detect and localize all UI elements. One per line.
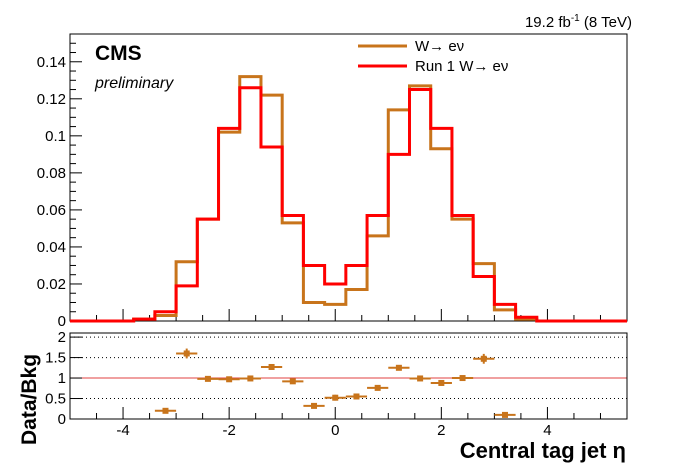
y-axis-title-ratio: Data/Bkg	[18, 354, 41, 445]
ratio-x-tick-label: 0	[331, 422, 339, 439]
ratio-point-marker	[247, 375, 254, 382]
histogram-series-w-enu	[70, 75, 627, 323]
ratio-point-marker	[183, 350, 190, 357]
legend-label-red: Run 1 W→ eν	[415, 58, 508, 75]
luminosity-value: 19.2 fb	[525, 14, 571, 31]
ratio-point-marker	[289, 378, 296, 385]
ratio-x-tick-label: 4	[543, 422, 551, 439]
ratio-point-marker	[268, 363, 275, 370]
ratio-y-axis: 0 0.5 1 1.5 2	[45, 329, 82, 428]
main-panel-frame	[69, 33, 628, 322]
experiment-label: CMS	[95, 42, 142, 65]
ratio-point-marker	[204, 375, 211, 382]
ratio-point-marker	[395, 364, 402, 371]
ratio-panel: 0 0.5 1 1.5 2 -4 -2 0 2 4 Central tag jet η Data…	[18, 329, 628, 463]
ratio-y-tick-label: 2	[58, 329, 66, 346]
ratio-x-tick-label: -2	[222, 422, 235, 439]
ratio-y-tick-label: 0	[58, 411, 66, 428]
ratio-point-marker	[417, 375, 424, 382]
ratio-point-marker	[501, 411, 508, 418]
ratio-y-tick-label: 1	[58, 370, 66, 387]
main-y-tick-label: 0.1	[45, 128, 66, 145]
ratio-point-marker	[459, 375, 466, 382]
main-y-tick-label: 0.02	[37, 276, 66, 293]
luminosity-energy: (8 TeV)	[580, 14, 632, 31]
ratio-point-marker	[353, 393, 360, 400]
legend-label-orange: W→ eν	[415, 38, 464, 55]
main-y-tick-label: 0	[58, 313, 66, 330]
main-y-axis: 0 0.02 0.04 0.06 0.08 0.1 0.12 0.14	[37, 42, 82, 330]
histogram-series-run1-w-enu	[70, 86, 627, 323]
ratio-point-marker	[480, 355, 487, 362]
luminosity-label: 19.2 fb-1 (8 TeV)	[525, 13, 632, 31]
status-label: preliminary	[94, 75, 174, 92]
ratio-point-marker	[226, 376, 233, 383]
legend: W→ eν Run 1 W→ eν	[358, 38, 508, 75]
ratio-y-tick-label: 0.5	[45, 391, 66, 408]
ratio-point-marker	[438, 379, 445, 386]
main-y-tick-label: 0.04	[37, 239, 66, 256]
ratio-panel-frame	[69, 332, 628, 420]
histogram-series	[70, 75, 627, 323]
ratio-point-marker	[332, 394, 339, 401]
ratio-point-marker	[311, 402, 318, 409]
ratio-point-marker	[162, 407, 169, 414]
ratio-x-tick-label: -4	[116, 422, 129, 439]
main-panel: 0 0.02 0.04 0.06 0.08 0.1 0.12 0.14 CMS prelimi…	[37, 33, 628, 330]
ratio-x-axis: -4 -2 0 2 4	[69, 407, 628, 439]
ratio-reference-lines	[70, 336, 627, 400]
luminosity-exponent: -1	[571, 13, 580, 24]
main-y-tick-label: 0.06	[37, 202, 66, 219]
ratio-x-tick-label: 2	[437, 422, 445, 439]
main-y-tick-label: 0.14	[37, 54, 66, 71]
x-axis-title: Central tag jet η	[460, 438, 626, 463]
ratio-point-marker	[374, 384, 381, 391]
ratio-y-tick-label: 1.5	[45, 350, 66, 367]
ratio-points	[154, 348, 516, 418]
main-y-tick-label: 0.08	[37, 165, 66, 182]
main-y-tick-label: 0.12	[37, 91, 66, 108]
